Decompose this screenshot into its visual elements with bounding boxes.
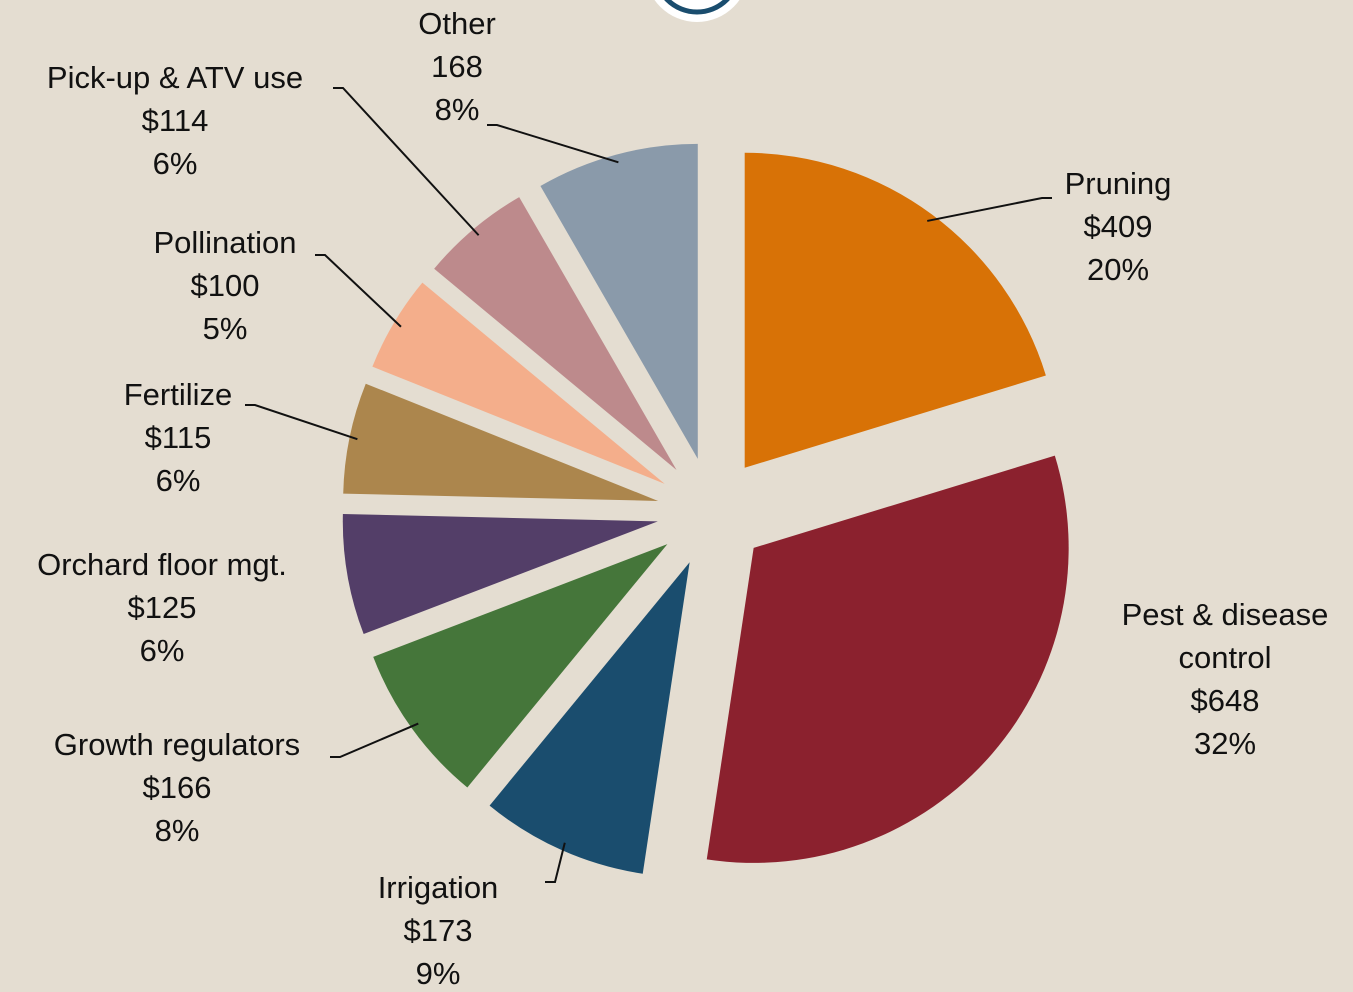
pie-slice xyxy=(343,383,659,501)
leader-line xyxy=(333,87,480,236)
slice-label: Pollination $100 5% xyxy=(153,225,296,346)
leader-line xyxy=(330,722,419,758)
slice-label: Orchard floor mgt. $125 6% xyxy=(37,547,287,668)
logo xyxy=(654,0,740,22)
percent-label: 20% xyxy=(1087,252,1149,287)
slice-label: Pest & disease control $648 32% xyxy=(1122,597,1329,761)
percent-label: 6% xyxy=(153,146,198,181)
percent-label: 9% xyxy=(416,956,461,991)
percent-label: 6% xyxy=(140,633,185,668)
value-label: $125 xyxy=(128,590,197,625)
category-label: Pick-up & ATV use xyxy=(47,60,303,95)
slice-label: Growth regulators $166 8% xyxy=(54,727,300,848)
percent-label: 5% xyxy=(203,311,248,346)
category-label: Irrigation xyxy=(378,870,499,905)
leader-line xyxy=(315,254,402,328)
pie-slice xyxy=(540,143,698,459)
category-label: Orchard floor mgt. xyxy=(37,547,287,582)
value-label: $100 xyxy=(191,268,260,303)
category-label: Pruning xyxy=(1065,166,1172,201)
value-label: $166 xyxy=(143,770,212,805)
slice-label: Fertilize $115 6% xyxy=(124,377,233,498)
slice-label: Pick-up & ATV use $114 6% xyxy=(47,60,303,181)
percent-label: 6% xyxy=(156,463,201,498)
percent-label: 8% xyxy=(155,813,200,848)
value-label: $115 xyxy=(145,420,212,455)
pie-slice xyxy=(489,562,690,874)
slice-label: Other 168 8% xyxy=(418,6,496,127)
leader-line xyxy=(245,404,358,441)
percent-label: 32% xyxy=(1194,726,1256,761)
category-label: Growth regulators xyxy=(54,727,300,762)
pie-slice xyxy=(744,152,1046,468)
value-label: $409 xyxy=(1084,209,1153,244)
pie-slice xyxy=(434,197,677,470)
pie-slice xyxy=(373,544,668,788)
value-label: $114 xyxy=(142,103,209,138)
category-label: Pollination xyxy=(153,225,296,260)
slice-label: Irrigation $173 9% xyxy=(378,870,499,991)
value-label: 168 xyxy=(431,49,483,84)
value-label: $173 xyxy=(404,913,473,948)
percent-label: 8% xyxy=(435,92,480,127)
category-label: Other xyxy=(418,6,496,41)
pie-slice xyxy=(706,455,1069,863)
pie-slice xyxy=(372,282,665,484)
slice-label: Pruning $409 20% xyxy=(1065,166,1172,287)
category-label: Fertilize xyxy=(124,377,233,412)
leader-line xyxy=(927,197,1052,222)
leader-line xyxy=(545,842,566,883)
leader-line xyxy=(487,124,619,164)
category-label: Pest & disease control xyxy=(1122,597,1329,675)
pie-slice xyxy=(342,514,658,635)
value-label: $648 xyxy=(1191,683,1260,718)
